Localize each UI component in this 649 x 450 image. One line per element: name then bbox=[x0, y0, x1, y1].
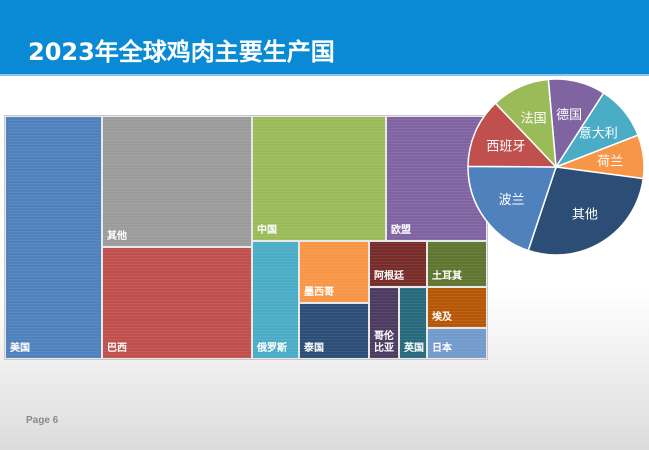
treemap-label: 俄罗斯 bbox=[257, 343, 287, 354]
treemap-label: 巴西 bbox=[107, 343, 127, 354]
treemap-label: 中国 bbox=[257, 225, 277, 236]
treemap-cell: 英国 bbox=[399, 287, 427, 359]
pie-label: 法国 bbox=[521, 111, 547, 126]
pie-label: 德国 bbox=[556, 108, 582, 123]
treemap-chart: 美国 其他巴西 中国 欧盟俄罗斯 墨西哥泰国 阿根廷 土耳其哥伦比亚 英国 埃及日本 bbox=[4, 115, 488, 360]
treemap-cell: 美国 bbox=[5, 116, 102, 359]
treemap-cell: 泰国 bbox=[299, 303, 369, 359]
treemap-label: 美国 bbox=[10, 343, 30, 354]
treemap-label: 其他 bbox=[107, 231, 127, 242]
treemap-label: 墨西哥 bbox=[304, 287, 334, 298]
treemap-label: 欧盟 bbox=[391, 225, 411, 236]
treemap-label: 哥伦比亚 bbox=[374, 331, 394, 354]
slide-title: 2023年全球鸡肉主要生产国 bbox=[28, 38, 335, 66]
treemap-cell: 其他 bbox=[102, 116, 252, 247]
treemap-label: 土耳其 bbox=[432, 271, 462, 282]
pie-slice bbox=[467, 165, 558, 252]
page-number: Page 6 bbox=[26, 415, 59, 426]
treemap-cell: 巴西 bbox=[102, 247, 252, 359]
treemap-cell: 哥伦比亚 bbox=[369, 287, 399, 359]
treemap-cell: 日本 bbox=[427, 328, 487, 359]
title-bar: 2023年全球鸡肉主要生产国 bbox=[0, 0, 649, 76]
pie-label: 其他 bbox=[572, 207, 598, 222]
pie-label: 波兰 bbox=[499, 193, 525, 208]
treemap-cell: 埃及 bbox=[427, 287, 487, 328]
treemap-label: 阿根廷 bbox=[374, 271, 404, 282]
treemap-cell: 墨西哥 bbox=[299, 241, 369, 303]
pie-slice bbox=[467, 102, 558, 168]
pie-slice bbox=[527, 166, 645, 256]
treemap-cell: 土耳其 bbox=[427, 241, 487, 287]
treemap-label: 英国 bbox=[404, 343, 424, 354]
treemap-cell: 阿根廷 bbox=[369, 241, 427, 287]
treemap-label: 日本 bbox=[432, 343, 452, 354]
pie-slice bbox=[494, 78, 557, 170]
pie-label: 西班牙 bbox=[486, 139, 525, 154]
pie-label: 意大利 bbox=[579, 126, 618, 142]
treemap-cell: 中国 bbox=[252, 116, 386, 241]
treemap-cell: 俄罗斯 bbox=[252, 241, 299, 359]
treemap-label: 泰国 bbox=[304, 343, 324, 354]
pie-label: 荷兰 bbox=[597, 155, 623, 170]
treemap-label: 埃及 bbox=[432, 312, 452, 323]
